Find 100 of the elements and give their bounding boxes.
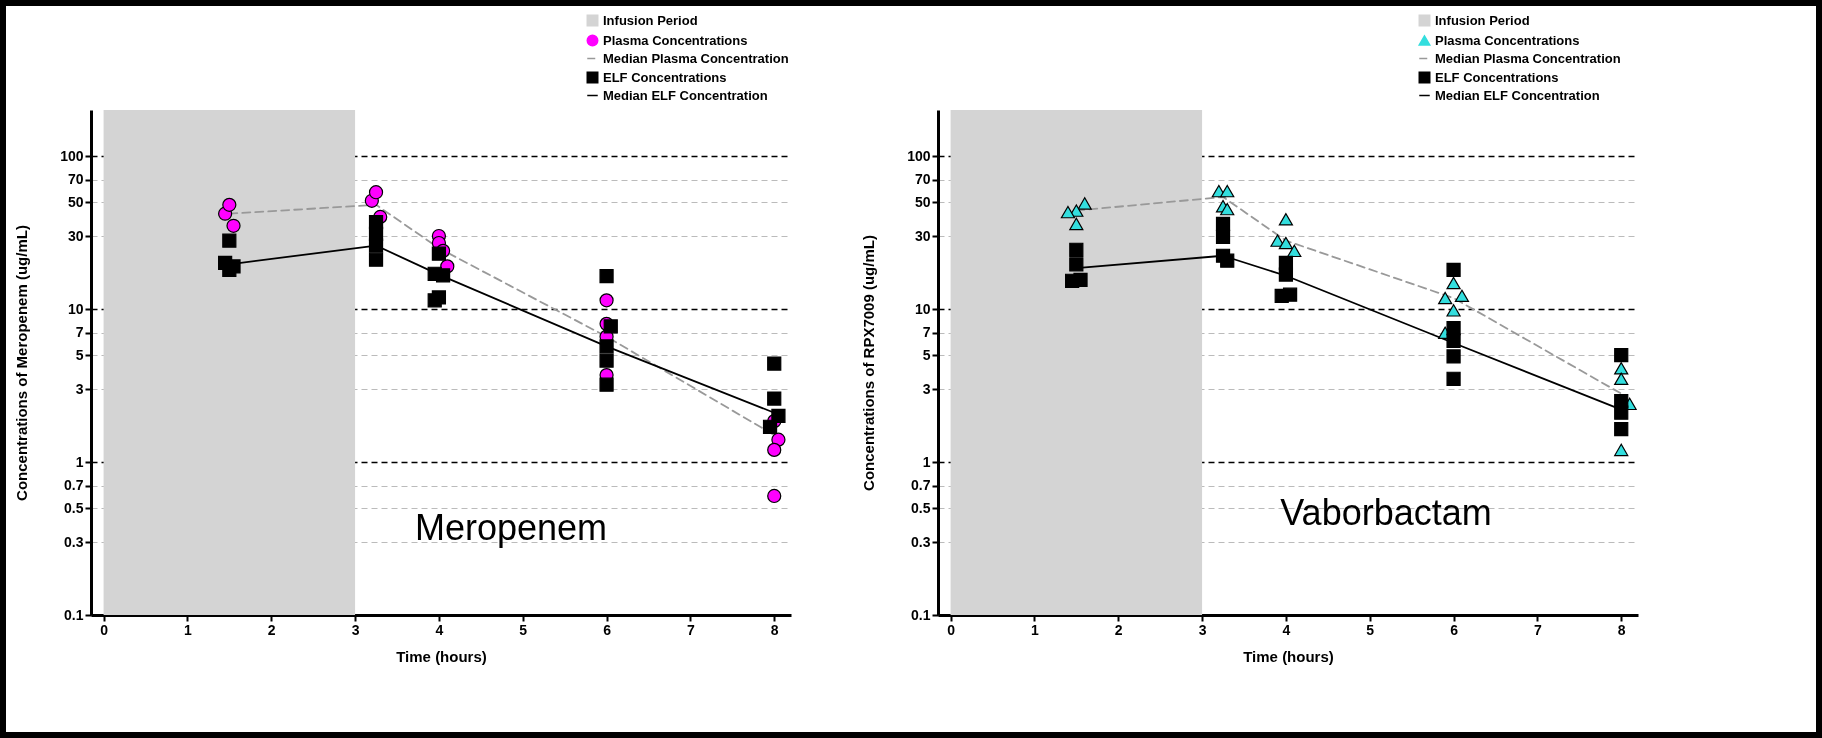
- point: [1446, 304, 1461, 317]
- point: [762, 419, 778, 434]
- x-tick-label: 2: [1114, 621, 1123, 638]
- legend-label: Median ELF Concentration: [603, 87, 768, 103]
- point: [1069, 242, 1084, 257]
- y-tick-label: 0.1: [64, 606, 84, 623]
- y-tick-label: 50: [67, 193, 84, 210]
- y-tick-label: 0.3: [911, 533, 931, 550]
- y-tick-label: 1: [922, 453, 931, 470]
- legend-label: Median Plasma Concentration: [603, 50, 789, 66]
- x-tick-label: 8: [1617, 621, 1626, 638]
- point: [767, 356, 782, 371]
- point: [1060, 205, 1076, 219]
- point: [1287, 244, 1302, 258]
- point: [1278, 236, 1294, 250]
- x-tick-label: 8: [770, 621, 779, 638]
- point: [1454, 289, 1470, 303]
- legend-label: Infusion Period: [1435, 12, 1530, 28]
- point: [1446, 371, 1461, 386]
- point: [368, 252, 384, 267]
- point: [599, 339, 614, 354]
- y-tick-label: 0.7: [64, 477, 84, 494]
- y-tick-label: 7: [922, 324, 931, 341]
- point: [1614, 347, 1629, 363]
- y-tick-label: 0.1: [911, 606, 931, 623]
- x-tick-label: 6: [603, 621, 612, 638]
- point: [1220, 202, 1235, 216]
- point: [1614, 362, 1629, 375]
- y-tick-label: 0.3: [64, 533, 84, 550]
- y-tick-label: 100: [60, 147, 84, 164]
- x-tick-label: 6: [1450, 621, 1459, 638]
- x-tick-label: 5: [519, 621, 528, 638]
- y-tick-label: 30: [914, 227, 931, 244]
- point: [1446, 321, 1461, 336]
- x-axis-title: Time (hours): [396, 647, 487, 665]
- point: [1614, 372, 1629, 386]
- x-axis-title: Time (hours): [1243, 647, 1334, 665]
- point: [599, 293, 614, 308]
- y-tick-label: 10: [914, 300, 931, 317]
- point: [1278, 267, 1294, 282]
- y-tick-label: 7: [75, 324, 84, 341]
- point: [431, 246, 447, 261]
- point: [1077, 197, 1092, 210]
- point: [1073, 272, 1088, 288]
- legend-label: ELF Concentrations: [1435, 69, 1559, 85]
- point: [1220, 184, 1235, 198]
- legend-label: Infusion Period: [603, 12, 698, 28]
- point: [1282, 287, 1298, 302]
- point: [599, 377, 614, 392]
- x-tick-label: 7: [1534, 621, 1542, 638]
- y-tick-label: 1: [75, 453, 84, 470]
- x-tick-label: 1: [1031, 621, 1040, 638]
- y-tick-label: 3: [75, 380, 84, 397]
- point: [603, 319, 618, 334]
- point: [1614, 422, 1629, 437]
- point: [435, 268, 451, 283]
- point: [1446, 333, 1461, 348]
- point: [368, 185, 384, 200]
- y-tick-label: 100: [907, 147, 931, 164]
- x-tick-label: 4: [1282, 621, 1291, 638]
- point: [1069, 257, 1084, 272]
- point: [1215, 216, 1231, 232]
- x-tick-label: 3: [351, 621, 360, 638]
- point: [771, 408, 786, 424]
- point: [368, 238, 384, 253]
- x-tick-label: 4: [435, 621, 444, 638]
- annotation: Meropenem: [414, 507, 608, 549]
- legend-label: Median ELF Concentration: [1435, 87, 1600, 103]
- y-tick-label: 70: [67, 171, 84, 188]
- point: [1278, 213, 1294, 226]
- y-tick-label: 50: [914, 193, 931, 210]
- point: [767, 391, 782, 406]
- point: [222, 233, 237, 248]
- point: [1215, 229, 1231, 245]
- point: [767, 488, 782, 504]
- x-tick-label: 7: [687, 621, 695, 638]
- y-axis-title: Concentrations of RPX7009 (ug/mL): [860, 235, 878, 491]
- y-tick-label: 10: [67, 300, 84, 317]
- point: [767, 442, 782, 458]
- x-tick-label: 0: [947, 621, 956, 638]
- y-tick-label: 5: [922, 346, 931, 363]
- point: [599, 353, 614, 368]
- point: [1270, 234, 1285, 247]
- legend-label: Plasma Concentrations: [1435, 32, 1580, 48]
- point: [1069, 217, 1084, 231]
- y-tick-label: 0.5: [911, 499, 931, 516]
- x-tick-label: 1: [184, 621, 193, 638]
- annotation: Vaborbactam: [1280, 492, 1492, 533]
- legend-label: Median Plasma Concentration: [1435, 50, 1621, 66]
- point: [222, 197, 237, 212]
- point: [226, 218, 241, 233]
- point: [1446, 276, 1461, 290]
- point: [1446, 262, 1461, 278]
- x-tick-label: 0: [100, 621, 109, 638]
- point: [427, 293, 442, 308]
- point: [1446, 349, 1461, 364]
- y-tick-label: 70: [914, 171, 931, 188]
- y-axis-title: Concentrations of Meropenem (ug/mL): [13, 225, 31, 501]
- y-tick-label: 0.7: [911, 477, 931, 494]
- legend-label: Plasma Concentrations: [603, 32, 748, 48]
